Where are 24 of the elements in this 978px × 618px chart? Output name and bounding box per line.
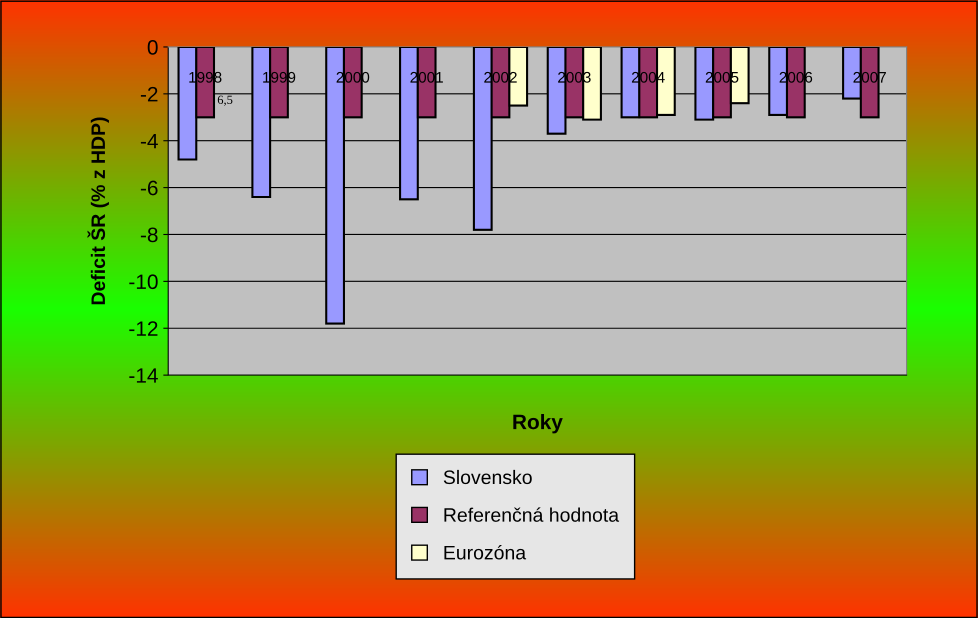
legend-label: Referenčná hodnota [444, 507, 620, 522]
legend-label: Eurozóna [444, 545, 526, 560]
y-tick-label: -4 [140, 134, 158, 148]
x-tick-label: 2004 [632, 72, 665, 83]
x-tick-label: 2002 [484, 72, 517, 83]
y-tick-label: -8 [140, 227, 158, 242]
x-axis-title: Roky [513, 414, 563, 434]
legend-label: Slovensko [444, 470, 532, 484]
y-tick-label: -6 [140, 180, 158, 196]
y-axis-title: Deficit ŠR (% z HDP) [87, 117, 109, 304]
x-tick-label: 2003 [558, 72, 591, 83]
x-tick-label: 1999 [263, 72, 296, 83]
x-tick-label: 2007 [853, 72, 886, 83]
y-tick-label: -12 [129, 321, 158, 336]
y-tick-label: 0 [148, 40, 158, 55]
x-tick-label: 2000 [336, 72, 370, 83]
y-tick-label: -14 [129, 368, 158, 383]
x-tick-label: 2005 [706, 72, 738, 83]
y-tick-label: -10 [129, 274, 158, 290]
x-tick-label: 2001 [410, 72, 443, 83]
x-tick-label: 1998 [189, 72, 222, 83]
annotation: 6,5 [218, 96, 232, 106]
y-tick-label: -2 [140, 86, 158, 102]
x-tick-label: 2006 [780, 72, 812, 83]
